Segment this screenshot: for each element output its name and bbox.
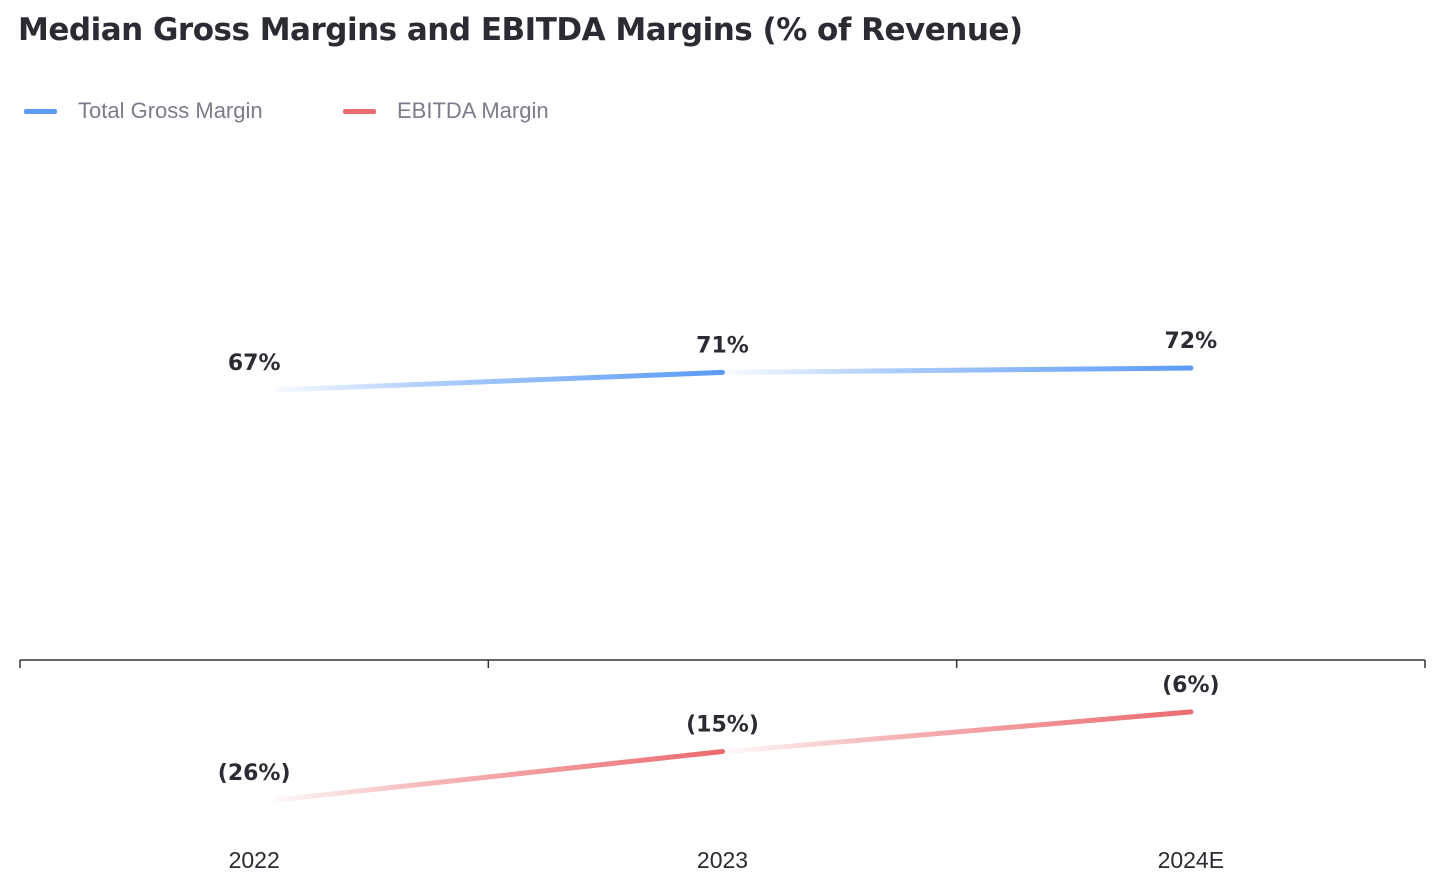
data-label: 71% <box>696 333 749 358</box>
legend-label: EBITDA Margin <box>397 98 549 123</box>
data-label: (15%) <box>686 713 759 738</box>
data-label: (26%) <box>218 761 291 786</box>
series-line-segment <box>273 749 725 803</box>
data-label: (6%) <box>1162 673 1219 698</box>
series-line-segment <box>273 369 725 393</box>
data-label: 72% <box>1164 329 1217 354</box>
x-tick-label: 2023 <box>697 847 748 873</box>
legend-swatch-icon <box>24 108 57 114</box>
legend-item-ebitda-margin[interactable]: EBITDA Margin <box>343 98 549 124</box>
legend-item-total-gross-margin[interactable]: Total Gross Margin <box>24 98 263 124</box>
legend-swatch-icon <box>343 108 376 114</box>
data-label: 67% <box>228 351 281 376</box>
chart-title: Median Gross Margins and EBITDA Margins … <box>18 12 1023 48</box>
x-tick-label: 2022 <box>229 847 280 873</box>
series-line-segment <box>726 365 1194 375</box>
series-line-segment <box>726 709 1194 755</box>
legend-label: Total Gross Margin <box>78 98 263 123</box>
x-tick-label: 2024E <box>1158 847 1225 873</box>
x-axis: 2022 2023 2024E <box>19 659 1426 873</box>
